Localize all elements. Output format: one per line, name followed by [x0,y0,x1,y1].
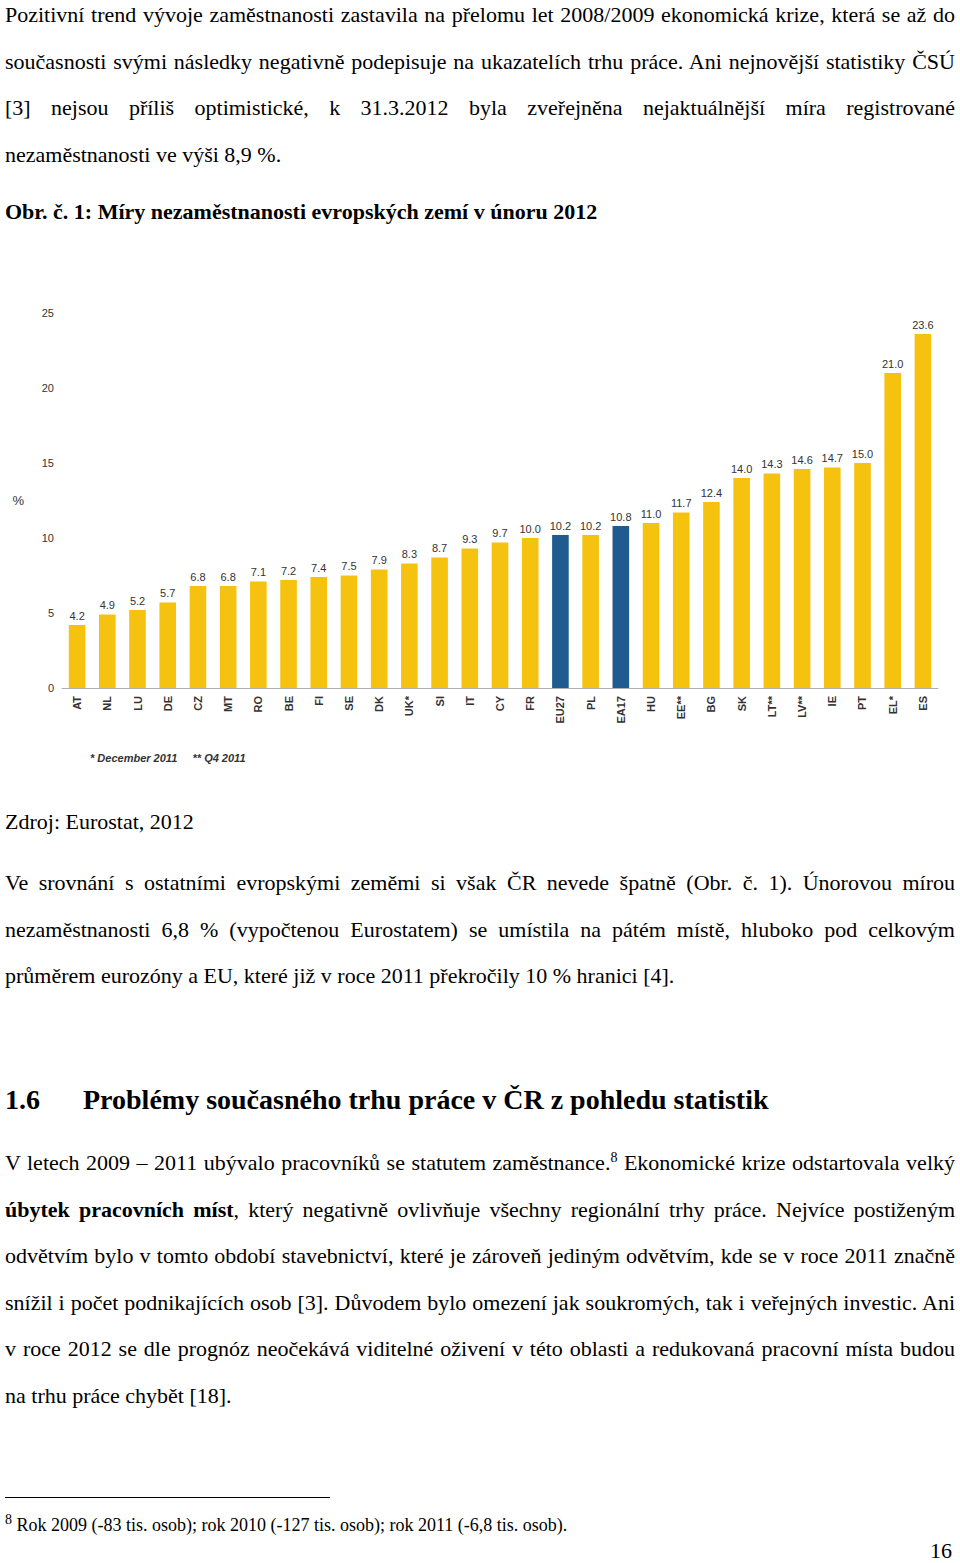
svg-text:4.2: 4.2 [69,610,84,622]
html-text:Zdroj: Eurostat, 2012: Zdroj: Eurostat, 2012 [5,809,194,834]
svg-text:20: 20 [42,382,54,394]
svg-text:8.7: 8.7 [432,542,447,554]
svg-text:8.3: 8.3 [402,548,417,560]
svg-text:10.2: 10.2 [550,520,571,532]
svg-text:21.0: 21.0 [882,358,903,370]
svg-text:EU27: EU27 [554,696,566,724]
svg-text:7.4: 7.4 [311,562,326,574]
svg-text:BE: BE [283,696,295,711]
html-text:Ve srovnání s ostatními evrops: Ve srovnání s ostatními evropskými zeměm… [5,870,955,988]
svg-text:NL: NL [101,696,113,711]
svg-text:4.9: 4.9 [100,599,115,611]
svg-text:9.3: 9.3 [462,533,477,545]
svg-text:BG: BG [705,696,717,713]
svg-text:%: % [12,493,24,508]
svg-text:11.7: 11.7 [671,497,692,509]
svg-text:DK: DK [373,696,385,712]
svg-text:15: 15 [42,457,54,469]
svg-text:12.4: 12.4 [701,487,722,499]
svg-text:IT: IT [464,696,476,706]
svg-text:LT**: LT** [766,695,778,717]
svg-text:MT: MT [222,696,234,712]
svg-text:7.5: 7.5 [341,560,356,572]
svg-text:5.2: 5.2 [130,595,145,607]
svg-text:6.8: 6.8 [190,571,205,583]
html-text:16: 16 [930,1538,952,1563]
svg-text:LV**: LV** [796,695,808,718]
svg-text:7.9: 7.9 [372,554,387,566]
svg-text:PT: PT [856,696,868,710]
svg-text:7.2: 7.2 [281,565,296,577]
svg-text:5: 5 [48,607,54,619]
svg-text:14.7: 14.7 [822,452,843,464]
svg-text:10: 10 [42,532,54,544]
svg-text:5.7: 5.7 [160,587,175,599]
svg-text:CZ: CZ [192,696,204,711]
html-text:Obr. č. 1: Míry nezaměstnanost: Obr. č. 1: Míry nezaměstnanosti evropský… [5,199,598,224]
svg-text:* December 2011 ** Q4 2011: * December 2011 ** Q4 2011 [90,752,246,764]
svg-text:PL: PL [585,696,597,710]
svg-text:ES: ES [917,696,929,711]
html-text:Problémy současného trhu práce: Problémy současného trhu práce v ČR z po… [83,1084,769,1115]
html-text:Pozitivní trend vývoje zaměstn: Pozitivní trend vývoje zaměstnanosti zas… [5,2,955,167]
svg-text:11.0: 11.0 [641,508,662,520]
svg-text:SE: SE [343,696,355,711]
html-text:1.6: 1.6 [5,1084,40,1115]
svg-text:SK: SK [736,696,748,711]
svg-text:0: 0 [48,682,54,694]
svg-text:14.0: 14.0 [731,463,752,475]
svg-text:7.1: 7.1 [251,566,266,578]
svg-text:IE: IE [826,696,838,706]
svg-text:9.7: 9.7 [492,527,507,539]
svg-text:DE: DE [162,696,174,711]
svg-text:HU: HU [645,696,657,712]
svg-text:AT: AT [71,696,83,710]
svg-text:CY: CY [494,695,506,711]
svg-text:UK*: UK* [403,695,415,716]
svg-text:RO: RO [252,696,264,713]
svg-text:LU: LU [132,696,144,711]
html-text:8Rok 2009 (-83 tis. osob); rok: 8Rok 2009 (-83 tis. osob); rok 2010 (-12… [5,1512,568,1535]
svg-text:25: 25 [42,307,54,319]
html-text:úbytek pracovních míst, který: úbytek pracovních míst, který negativně … [5,1196,955,1408]
svg-text:14.3: 14.3 [761,458,782,470]
svg-text:EL*: EL* [887,695,899,714]
svg-text:23.6: 23.6 [912,319,933,331]
svg-text:FR: FR [524,696,536,711]
svg-text:6.8: 6.8 [220,571,235,583]
svg-text:14.6: 14.6 [791,454,812,466]
svg-text:10.0: 10.0 [519,523,540,535]
svg-text:EE**: EE** [675,695,687,719]
svg-text:10.2: 10.2 [580,520,601,532]
svg-text:EA17: EA17 [615,696,627,724]
svg-text:SI: SI [434,696,446,706]
svg-text:10.8: 10.8 [610,511,631,523]
svg-text:15.0: 15.0 [852,448,873,460]
svg-text:FI: FI [313,696,325,706]
html-text:V letech 2009 – 2011 ubývalo p: V letech 2009 – 2011 ubývalo pracovníků … [5,1149,955,1175]
